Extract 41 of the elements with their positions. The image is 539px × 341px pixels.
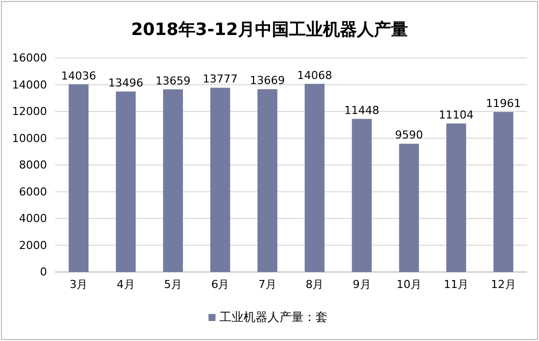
data-label: 11961 (486, 97, 521, 110)
chart-title: 2018年3-12月中国工业机器人产量 (131, 20, 408, 40)
data-label: 13669 (250, 74, 285, 88)
data-label: 9590 (395, 128, 423, 142)
data-label: 11448 (344, 104, 380, 117)
legend-label: 工业机器人产量：套 (220, 310, 328, 324)
x-tick-label: 3月 (70, 278, 88, 291)
bar (257, 89, 278, 272)
x-tick-label: 6月 (211, 278, 230, 291)
bar (352, 118, 372, 272)
y-tick-label: 6000 (19, 185, 47, 198)
bar (163, 89, 183, 272)
data-label: 14068 (297, 68, 332, 82)
x-tick-label: 12月 (490, 278, 516, 291)
y-tick-label: 0 (40, 266, 47, 279)
bar (68, 84, 89, 272)
x-tick-label: 11月 (444, 278, 469, 291)
x-tick-label: 9月 (352, 278, 371, 291)
bar (399, 144, 419, 272)
x-tick-label: 5月 (164, 278, 182, 291)
bar (304, 84, 325, 272)
y-tick-label: 2000 (19, 238, 47, 252)
data-label: 11104 (438, 108, 474, 122)
data-label: 13659 (156, 74, 190, 88)
y-tick-label: 4000 (19, 212, 47, 226)
data-label: 14036 (61, 69, 96, 82)
y-tick-label: 16000 (12, 52, 47, 65)
x-tick-label: 10月 (396, 278, 422, 291)
x-tick-label: 7月 (258, 278, 276, 291)
data-label: 13496 (108, 76, 144, 90)
y-tick-label: 14000 (12, 78, 47, 92)
y-tick-label: 8000 (19, 158, 47, 172)
bar (446, 123, 466, 272)
x-tick-label: 8月 (306, 278, 324, 291)
bar (210, 88, 230, 272)
x-tick-label: 4月 (116, 278, 135, 291)
data-label: 13777 (202, 72, 238, 86)
bar (116, 91, 136, 272)
y-tick-label: 12000 (12, 105, 47, 118)
bar (493, 112, 514, 272)
y-tick-label: 10000 (12, 132, 47, 145)
